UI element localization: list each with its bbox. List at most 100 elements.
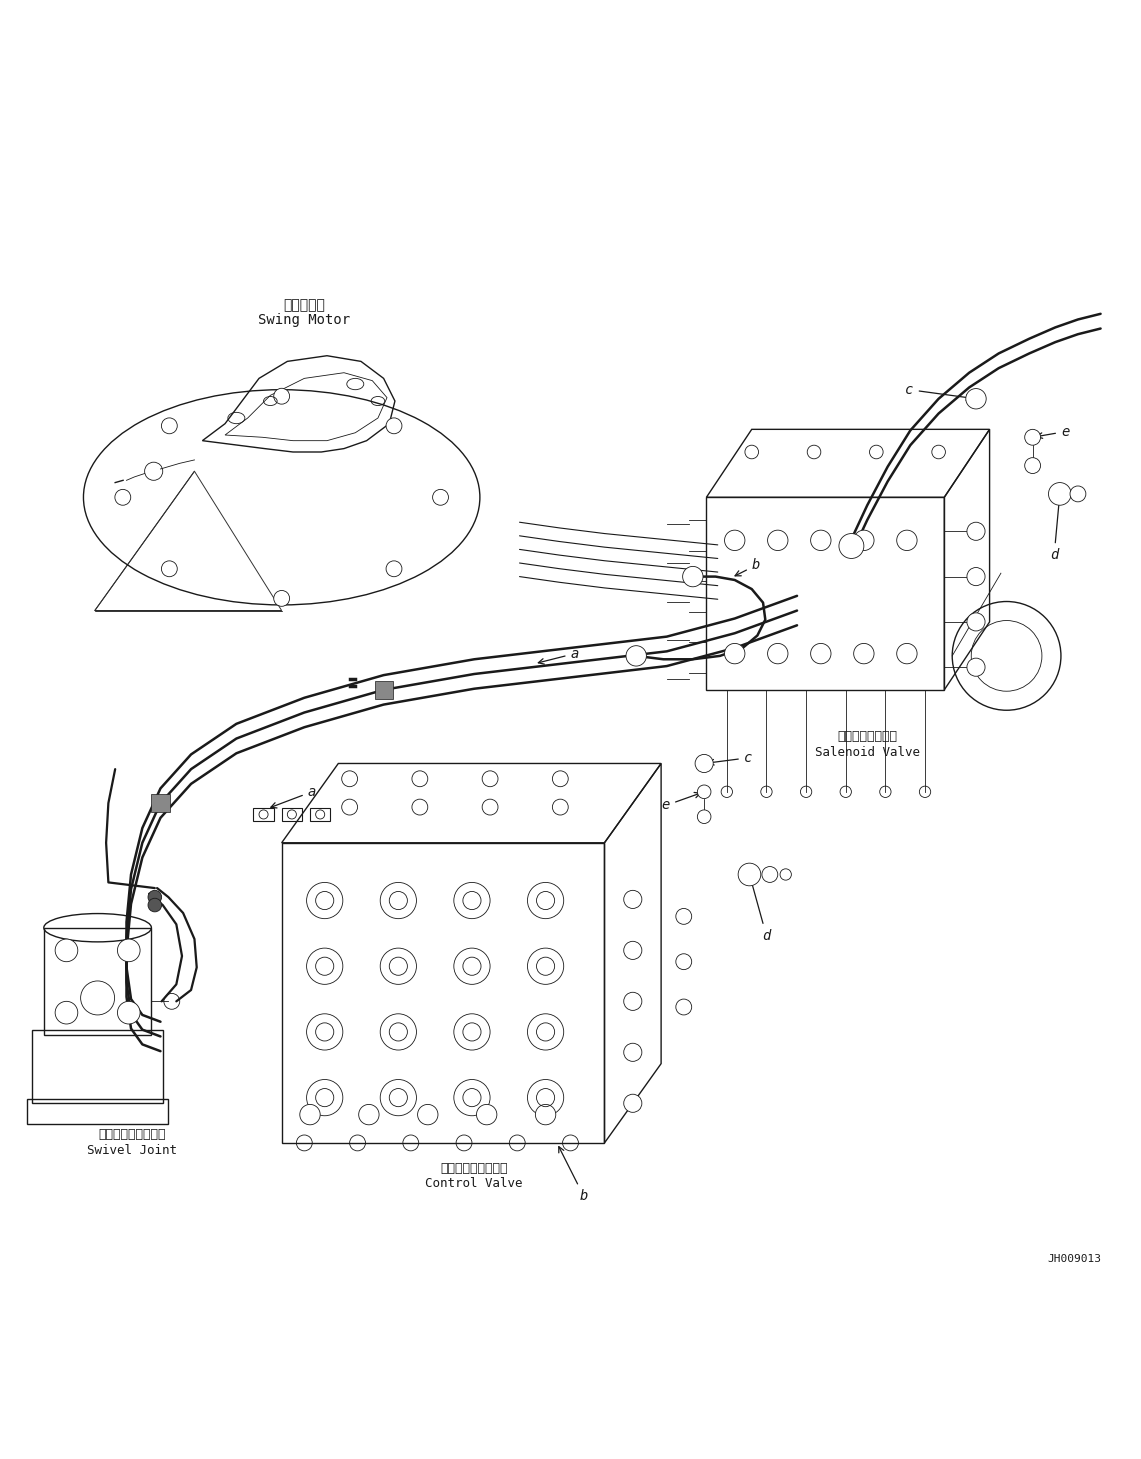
- Circle shape: [527, 1080, 564, 1116]
- Circle shape: [853, 530, 874, 550]
- Circle shape: [380, 948, 416, 985]
- Circle shape: [810, 530, 831, 550]
- Circle shape: [810, 643, 831, 664]
- Text: コントロールバルブ: コントロールバルブ: [440, 1161, 508, 1174]
- Text: b: b: [559, 1147, 588, 1204]
- Circle shape: [454, 883, 491, 919]
- Bar: [27, 1099, 169, 1123]
- Text: Swivel Joint: Swivel Joint: [87, 1144, 177, 1157]
- Circle shape: [527, 1014, 564, 1050]
- Circle shape: [682, 566, 703, 587]
- Text: c: c: [709, 751, 752, 765]
- Circle shape: [853, 643, 874, 664]
- Bar: [310, 808, 331, 821]
- Text: a: a: [539, 646, 578, 664]
- Circle shape: [535, 1104, 556, 1125]
- Circle shape: [274, 388, 290, 404]
- Circle shape: [432, 489, 448, 505]
- Text: d: d: [750, 878, 770, 943]
- Circle shape: [768, 530, 788, 550]
- Text: ソレノイドバルブ: ソレノイドバルブ: [837, 730, 897, 743]
- Circle shape: [386, 560, 402, 576]
- Text: d: d: [1050, 498, 1061, 562]
- Circle shape: [380, 883, 416, 919]
- Circle shape: [161, 560, 177, 576]
- Circle shape: [477, 1104, 496, 1125]
- Circle shape: [966, 658, 985, 677]
- Text: Salenoid Valve: Salenoid Valve: [815, 746, 920, 759]
- Text: Swing Motor: Swing Motor: [258, 314, 350, 327]
- Circle shape: [55, 1001, 78, 1024]
- Bar: [152, 794, 170, 813]
- Circle shape: [454, 1080, 491, 1116]
- Circle shape: [380, 1014, 416, 1050]
- Bar: [706, 498, 945, 690]
- Circle shape: [897, 643, 917, 664]
- Circle shape: [965, 388, 986, 409]
- Text: c: c: [905, 382, 972, 400]
- Circle shape: [307, 1014, 342, 1050]
- Circle shape: [527, 948, 564, 985]
- Circle shape: [624, 941, 642, 960]
- Bar: [282, 808, 302, 821]
- Circle shape: [675, 909, 691, 925]
- Circle shape: [839, 534, 864, 559]
- Circle shape: [380, 1080, 416, 1116]
- Circle shape: [762, 867, 778, 883]
- Circle shape: [118, 940, 140, 961]
- Circle shape: [738, 864, 761, 886]
- Circle shape: [454, 948, 491, 985]
- Circle shape: [148, 899, 162, 912]
- Bar: [282, 843, 605, 1142]
- Text: JH009013: JH009013: [1047, 1255, 1101, 1263]
- Circle shape: [624, 1043, 642, 1061]
- Circle shape: [161, 417, 177, 433]
- Bar: [253, 808, 274, 821]
- Circle shape: [624, 1094, 642, 1112]
- Circle shape: [725, 643, 745, 664]
- Circle shape: [697, 785, 711, 798]
- Circle shape: [454, 1014, 491, 1050]
- Circle shape: [418, 1104, 438, 1125]
- Circle shape: [695, 754, 713, 773]
- Text: 旋回モータ: 旋回モータ: [283, 299, 325, 312]
- Circle shape: [118, 1001, 140, 1024]
- Circle shape: [966, 568, 985, 585]
- Bar: [32, 1030, 163, 1103]
- Circle shape: [115, 489, 131, 505]
- Circle shape: [274, 591, 290, 607]
- Circle shape: [1070, 486, 1086, 502]
- Circle shape: [307, 948, 342, 985]
- Circle shape: [697, 810, 711, 823]
- Circle shape: [966, 522, 985, 540]
- Text: b: b: [735, 559, 760, 576]
- Circle shape: [675, 999, 691, 1015]
- Circle shape: [307, 1080, 342, 1116]
- Circle shape: [768, 643, 788, 664]
- Circle shape: [725, 530, 745, 550]
- Text: a: a: [270, 785, 316, 808]
- Bar: [374, 681, 393, 699]
- Circle shape: [527, 883, 564, 919]
- Circle shape: [624, 992, 642, 1011]
- Circle shape: [307, 883, 342, 919]
- Circle shape: [358, 1104, 379, 1125]
- Text: スイベルジョイント: スイベルジョイント: [98, 1128, 165, 1141]
- Text: Control Valve: Control Valve: [426, 1177, 523, 1191]
- Circle shape: [626, 646, 647, 667]
- Circle shape: [55, 940, 78, 961]
- Circle shape: [624, 890, 642, 909]
- Circle shape: [1049, 483, 1071, 505]
- Text: e: e: [1037, 425, 1069, 439]
- Circle shape: [897, 530, 917, 550]
- Circle shape: [966, 613, 985, 630]
- Circle shape: [148, 890, 162, 905]
- Bar: [43, 928, 152, 1036]
- Circle shape: [1025, 458, 1041, 474]
- Circle shape: [81, 980, 114, 1015]
- Circle shape: [300, 1104, 321, 1125]
- Circle shape: [386, 417, 402, 433]
- Circle shape: [1025, 429, 1041, 445]
- Circle shape: [675, 954, 691, 970]
- Text: e: e: [662, 792, 701, 813]
